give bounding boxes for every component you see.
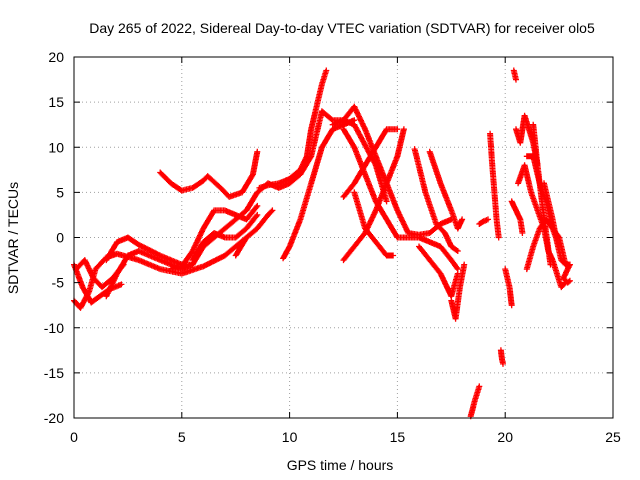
series-track-09 — [232, 207, 276, 259]
data-marker-trace — [497, 347, 506, 367]
chart-title: Day 265 of 2022, Sidereal Day-to-day VTE… — [89, 20, 595, 36]
data-marker-trace — [510, 67, 519, 83]
x-tick-label: 20 — [497, 429, 513, 445]
data-marker-trace — [256, 67, 330, 191]
series-track-25 — [502, 266, 515, 309]
y-tick-label: 5 — [56, 184, 64, 200]
data-points — [71, 67, 573, 420]
data-marker-trace — [157, 148, 261, 200]
data-marker-trace — [476, 216, 491, 227]
data-marker-trace — [340, 126, 461, 273]
data-marker-trace — [530, 121, 554, 268]
series-track-07 — [168, 202, 261, 273]
series-track-20 — [448, 261, 468, 322]
data-marker-trace — [487, 130, 502, 241]
data-marker-trace — [416, 243, 461, 300]
data-marker-trace — [340, 126, 401, 200]
data-marker-trace — [329, 103, 455, 238]
data-marker-trace — [168, 202, 261, 273]
series-track-22 — [476, 216, 491, 227]
x-tick-label: 0 — [70, 429, 78, 445]
x-tick-label: 25 — [605, 429, 621, 445]
y-tick-label: 15 — [48, 94, 64, 110]
series-track-17 — [411, 146, 461, 254]
data-marker-trace — [189, 211, 261, 264]
series-track-26 — [508, 198, 526, 236]
y-tick-label: -15 — [44, 365, 64, 381]
series-track-15 — [340, 126, 401, 200]
series-track-19 — [426, 148, 466, 232]
data-marker-trace — [508, 198, 526, 236]
series-track-11 — [280, 117, 358, 262]
series-track-08 — [189, 211, 261, 264]
grid-layer — [74, 57, 613, 418]
data-marker-trace — [280, 117, 358, 262]
series-track-14 — [340, 126, 407, 264]
y-tick-label: -10 — [44, 320, 64, 336]
data-marker-trace — [340, 126, 407, 264]
series-track-12 — [329, 103, 455, 238]
data-marker-trace — [351, 189, 397, 259]
axis-ticks: 0 5 10 15 20 25 -20 -15 -10 -5 0 5 10 15 20 — [44, 49, 621, 445]
x-tick-label: 15 — [390, 429, 406, 445]
y-tick-label: -20 — [44, 410, 64, 426]
y-tick-label: 20 — [48, 49, 64, 65]
series-track-23 — [487, 130, 502, 241]
x-tick-label: 10 — [282, 429, 298, 445]
series-track-16 — [351, 189, 397, 259]
series-track-32 — [541, 180, 573, 286]
series-track-27 — [510, 67, 519, 83]
data-marker-trace — [411, 146, 461, 254]
y-tick-label: -5 — [52, 275, 65, 291]
data-marker-trace — [448, 261, 468, 322]
y-tick-label: 10 — [48, 139, 64, 155]
data-marker-trace — [467, 383, 483, 420]
series-track-13 — [340, 126, 461, 273]
y-axis-title: SDTVAR / TECUs — [5, 182, 21, 294]
data-marker-trace — [426, 148, 466, 232]
series-track-10 — [256, 67, 330, 191]
series-track-06 — [157, 148, 261, 200]
series-track-24 — [497, 347, 506, 367]
series-track-18 — [416, 243, 461, 300]
data-marker-trace — [541, 180, 573, 286]
y-tick-label: 0 — [56, 230, 64, 246]
series-track-21 — [467, 383, 483, 420]
x-tick-label: 5 — [178, 429, 186, 445]
data-marker-trace — [502, 266, 515, 309]
series-track-33 — [530, 121, 554, 268]
x-axis-title: GPS time / hours — [287, 457, 394, 473]
data-marker-trace — [232, 207, 276, 259]
